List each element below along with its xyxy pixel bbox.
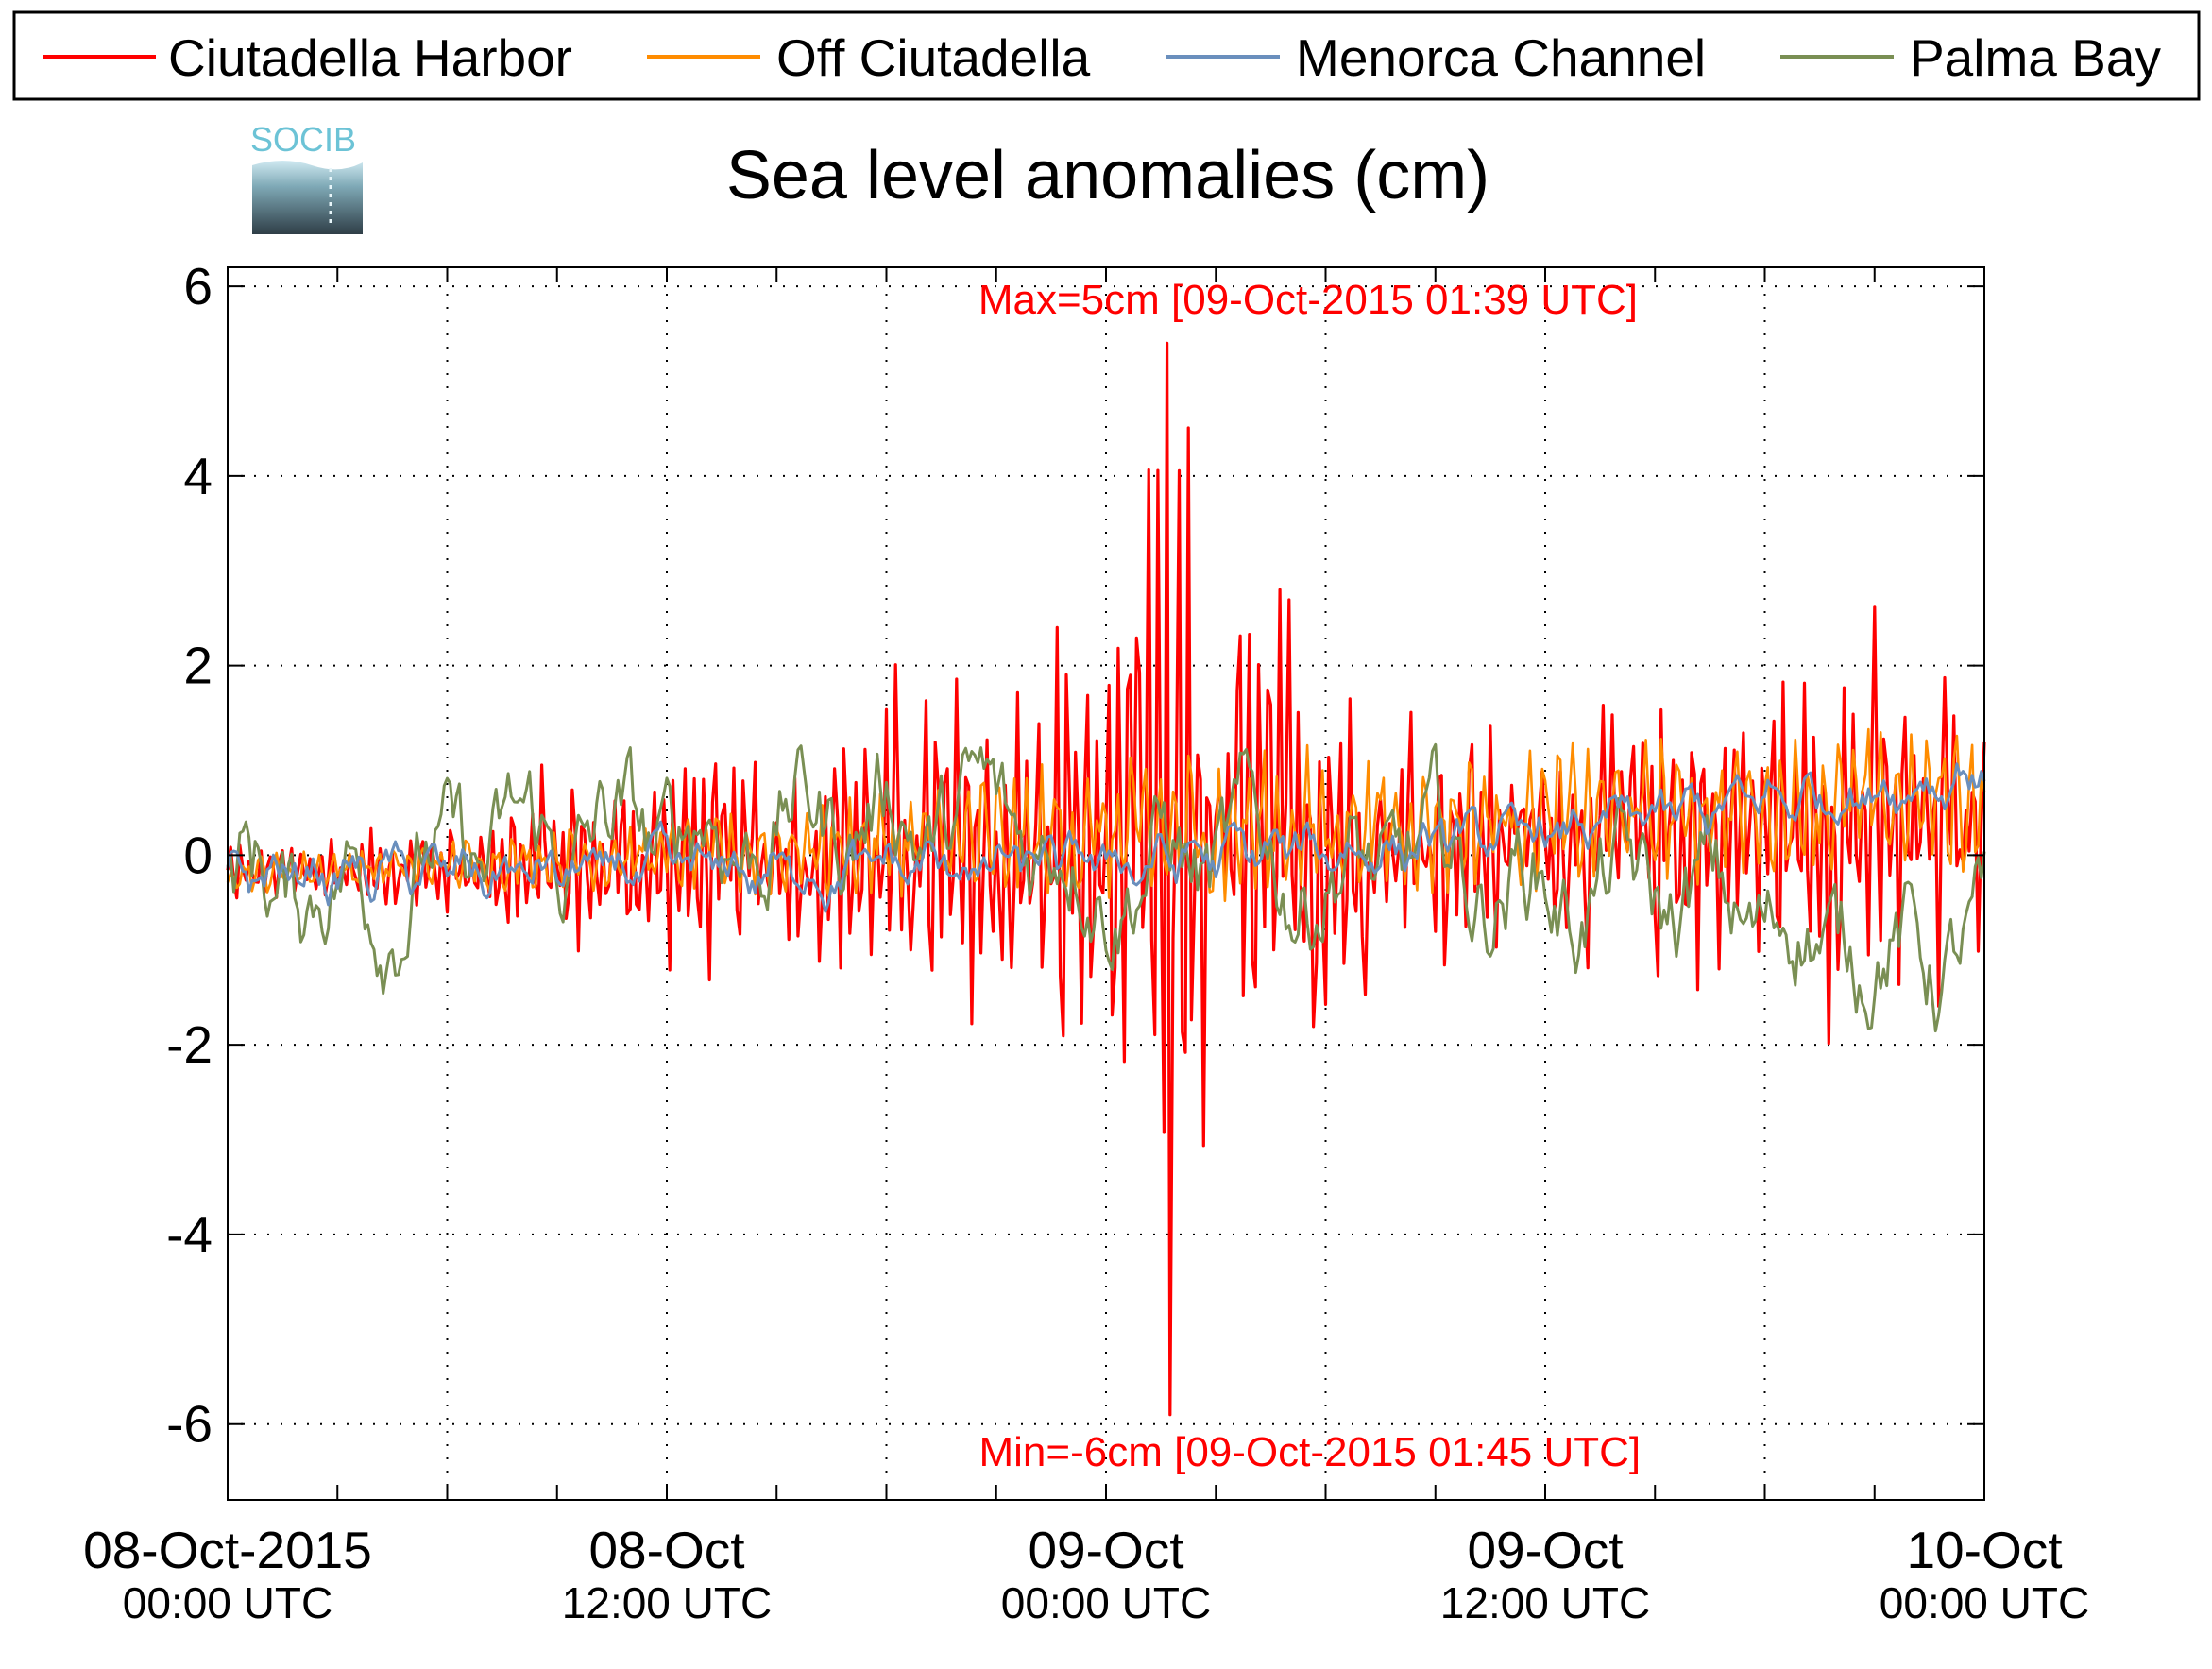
series-layer (226, 341, 1986, 1417)
socib-logo: SOCIB (250, 120, 363, 234)
legend-label-menorca-channel: Menorca Channel (1296, 28, 1706, 87)
x-tick-label-date: 08-Oct (588, 1521, 744, 1579)
legend-label-ciutadella-harbor: Ciutadella Harbor (168, 28, 572, 87)
minor-ticks (336, 267, 1876, 1500)
series-line-menorca-channel (226, 762, 1986, 913)
x-tick-label-time: 12:00 UTC (1440, 1578, 1650, 1627)
series-line-off-ciutadella (226, 727, 1986, 903)
max-annotation: Max=5cm [09-Oct-2015 01:39 UTC] (978, 277, 1638, 323)
y-tick-label: 2 (183, 637, 213, 695)
series-line-palma-bay (226, 742, 1986, 1033)
logo-text: SOCIB (250, 120, 356, 159)
min-annotation: Min=-6cm [09-Oct-2015 01:45 UTC] (979, 1429, 1642, 1475)
plot-frame (227, 266, 1985, 1501)
x-tick-label-date: 09-Oct (1467, 1521, 1623, 1579)
x-tick-label-date: 09-Oct (1028, 1521, 1183, 1579)
legend: Ciutadella Harbor Off Ciutadella Menorca… (12, 10, 2201, 101)
y-tick-label: -6 (166, 1395, 213, 1454)
x-tick-label-time: 00:00 UTC (123, 1578, 332, 1627)
x-tick-label-date: 10-Oct (1906, 1521, 2062, 1579)
y-tick-label: 6 (183, 257, 213, 315)
y-tick-label: 4 (183, 447, 213, 505)
y-tick-label: -4 (166, 1205, 213, 1264)
legend-label-off-ciutadella: Off Ciutadella (776, 28, 1091, 87)
x-tick-label-time: 12:00 UTC (562, 1578, 772, 1627)
logo-wave-block (252, 161, 363, 234)
y-tick-label: -2 (166, 1015, 213, 1074)
legend-label-palma-bay: Palma Bay (1910, 28, 2161, 87)
chart-title: Sea level anomalies (cm) (726, 138, 1489, 213)
x-tick-label-time: 00:00 UTC (1880, 1578, 2089, 1627)
y-axis-ticks: -6 -4 -2 0 2 4 6 (166, 257, 1984, 1454)
y-tick-label: 0 (183, 826, 213, 884)
x-tick-label-time: 00:00 UTC (1001, 1578, 1211, 1627)
x-tick-label-date: 08-Oct-2015 (83, 1521, 372, 1579)
